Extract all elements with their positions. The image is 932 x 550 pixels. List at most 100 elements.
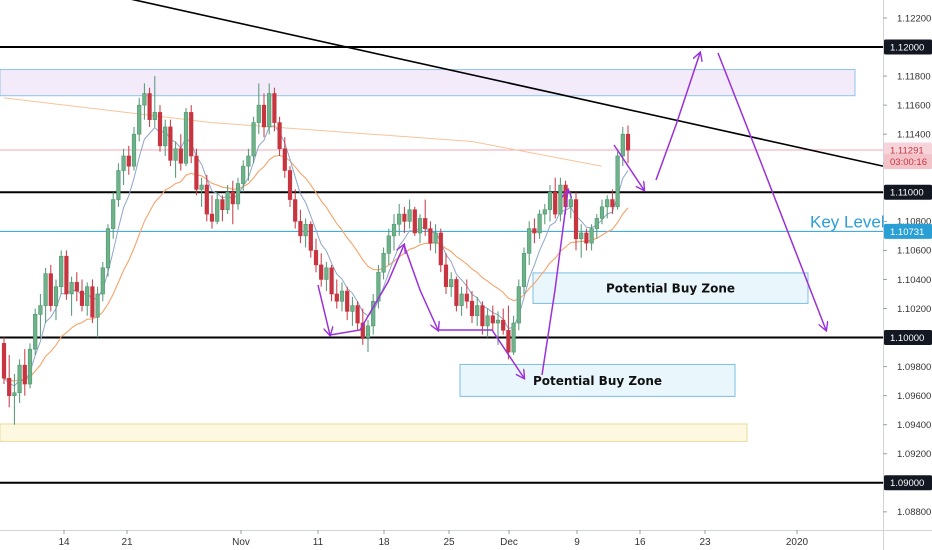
candle-body-bear bbox=[74, 282, 79, 292]
candle bbox=[469, 291, 475, 324]
candle bbox=[490, 305, 495, 331]
time-axis[interactable]: 14 21 Nov 11 18 25 Dec 9 16 23 2020 bbox=[58, 530, 809, 548]
candle bbox=[516, 279, 521, 331]
candle bbox=[475, 296, 480, 326]
price-tag: 03:00:16 bbox=[884, 154, 932, 170]
trendline bbox=[131, 0, 884, 167]
candle bbox=[625, 125, 631, 164]
projection-arrow bbox=[329, 245, 404, 336]
price-tag-label: 1.11000 bbox=[890, 188, 924, 199]
price-tag: 1.10731 bbox=[884, 223, 932, 239]
price-tag-label: 1.12000 bbox=[890, 42, 924, 53]
potential-buy-zone-label: Potential Buy Zone bbox=[606, 282, 735, 296]
candle bbox=[428, 221, 433, 251]
candle-body-bear bbox=[506, 329, 511, 353]
candle bbox=[194, 148, 199, 196]
candle-body-bear bbox=[64, 255, 69, 295]
candle-body-bear bbox=[584, 232, 589, 244]
price-tag-label: 1.10731 bbox=[890, 227, 924, 238]
candle bbox=[558, 177, 563, 222]
price-tick-label: 1.11800 bbox=[897, 71, 931, 82]
price-tag-label: 03:00:16 bbox=[890, 157, 927, 168]
candle bbox=[308, 221, 313, 258]
candle-body-bull bbox=[59, 255, 64, 288]
candle bbox=[261, 93, 267, 138]
candle bbox=[100, 262, 105, 302]
candle bbox=[199, 177, 204, 207]
candle bbox=[79, 279, 85, 312]
candle-body-bull bbox=[350, 305, 355, 312]
candle bbox=[95, 286, 100, 338]
candle-body-bear bbox=[7, 377, 12, 396]
candle bbox=[282, 137, 287, 178]
candle-body-bear bbox=[209, 213, 215, 222]
zone-lower bbox=[0, 423, 748, 442]
candle-body-bear bbox=[480, 305, 485, 327]
candle-body-bear bbox=[22, 364, 27, 385]
candle-body-bull bbox=[547, 192, 553, 211]
time-tick-label: 18 bbox=[378, 537, 390, 548]
candle bbox=[277, 116, 282, 156]
candle bbox=[7, 354, 12, 408]
candle bbox=[532, 218, 537, 244]
candle-body-bear bbox=[573, 199, 579, 240]
candle bbox=[163, 119, 168, 156]
candle-body-bull bbox=[371, 300, 376, 327]
candle-body-bull bbox=[85, 286, 90, 306]
price-tick-label: 1.10600 bbox=[897, 246, 931, 257]
candle-body-bull bbox=[449, 279, 454, 288]
candle-body-bull bbox=[111, 199, 116, 229]
candle bbox=[443, 253, 449, 294]
candle-body-bear bbox=[261, 104, 267, 128]
candle bbox=[241, 160, 246, 193]
candle-body-bear bbox=[412, 209, 417, 234]
candle-body-bull bbox=[215, 199, 220, 222]
price-tag-label: 1.11291 bbox=[890, 145, 924, 156]
candle-body-bull bbox=[386, 235, 391, 254]
candle-body-bull bbox=[246, 155, 251, 167]
candle-body-bear bbox=[532, 228, 537, 234]
time-tick-label: 21 bbox=[121, 537, 133, 548]
candle-body-bull bbox=[105, 228, 111, 269]
ma-slow-line bbox=[3, 97, 603, 167]
candle-body-bull bbox=[579, 232, 584, 240]
candle bbox=[589, 224, 594, 251]
candle bbox=[537, 209, 542, 239]
candle bbox=[17, 359, 22, 403]
candle bbox=[334, 279, 339, 309]
candle bbox=[1, 337, 7, 385]
candle-body-bull bbox=[475, 305, 480, 317]
candle-body-bear bbox=[204, 184, 209, 215]
candle-body-bull bbox=[339, 290, 345, 302]
candle bbox=[69, 276, 74, 316]
time-tick-label: 2020 bbox=[786, 537, 809, 548]
candle bbox=[189, 105, 194, 164]
price-axis[interactable]: 1.12200 1.12000 1.11800 1.11600 1.11400 1.112… bbox=[883, 13, 932, 518]
candle-body-bull bbox=[235, 183, 241, 205]
candle-body-bear bbox=[147, 93, 152, 120]
candle-body-bull bbox=[568, 199, 573, 208]
candle bbox=[594, 214, 599, 239]
candle bbox=[412, 206, 417, 236]
candle-body-bear bbox=[157, 112, 163, 147]
candle bbox=[116, 163, 121, 207]
candle-body-bull bbox=[433, 232, 438, 244]
candle bbox=[53, 279, 59, 321]
candle bbox=[209, 195, 215, 229]
ma-mid-line bbox=[3, 154, 629, 382]
candle bbox=[365, 320, 371, 353]
candle-body-bear bbox=[345, 290, 350, 312]
candle-body-bull bbox=[599, 206, 605, 219]
candle bbox=[454, 276, 459, 312]
time-tick-label: 14 bbox=[58, 537, 70, 548]
price-tag: 1.12000 bbox=[884, 39, 932, 55]
candle-body-bull bbox=[537, 213, 542, 234]
candle bbox=[33, 308, 38, 355]
candle bbox=[381, 247, 386, 280]
projection-arrow bbox=[438, 329, 524, 378]
candle-body-bull bbox=[381, 253, 386, 273]
candle bbox=[272, 87, 277, 132]
candle bbox=[111, 192, 116, 239]
candle bbox=[433, 224, 438, 254]
